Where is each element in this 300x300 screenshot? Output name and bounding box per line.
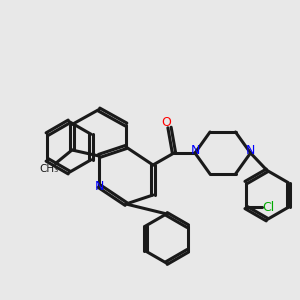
Text: N: N [190,143,200,157]
Text: N: N [94,179,104,193]
Text: Cl: Cl [262,201,274,214]
Text: CH₃: CH₃ [39,164,58,174]
Text: N: N [246,143,255,157]
Text: O: O [161,116,171,130]
